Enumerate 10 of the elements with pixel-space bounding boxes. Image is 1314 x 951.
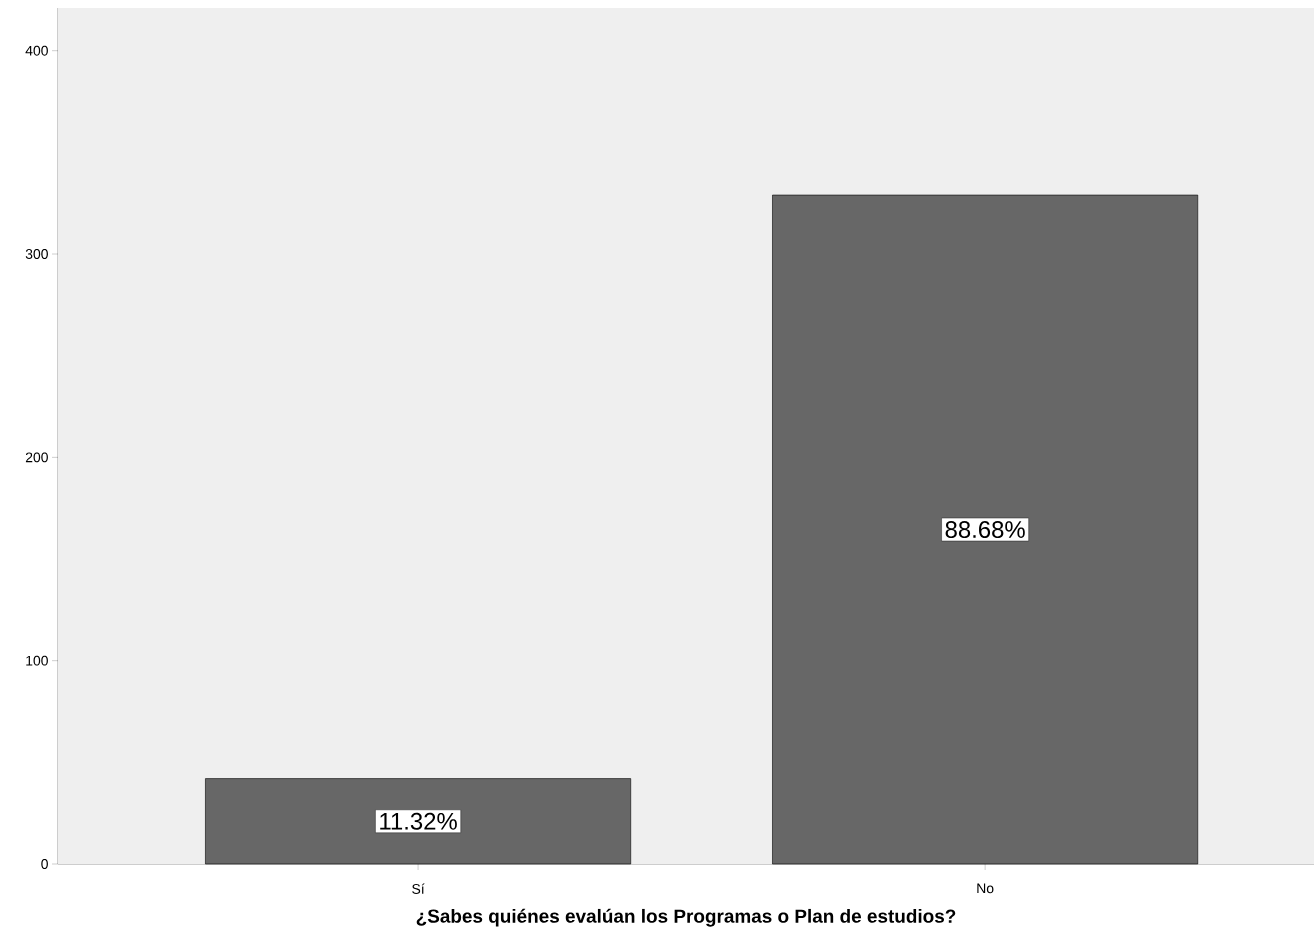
annotation: 88.68% xyxy=(945,521,1025,538)
y-tick-label: 0 xyxy=(41,859,48,869)
x-tick-label: No xyxy=(977,883,994,894)
y-tick-label: 400 xyxy=(25,45,48,56)
annotation: 11.32% xyxy=(380,812,457,830)
y-tick-label: 200 xyxy=(25,452,48,463)
y-tick-label: 300 xyxy=(25,249,48,259)
y-tick-label: 100 xyxy=(26,655,48,666)
x-tick-label: Sí xyxy=(412,883,425,894)
x-axis-title: ¿Sabes quiénes evalúan los Programas o Plan de estudios? xyxy=(416,908,956,927)
